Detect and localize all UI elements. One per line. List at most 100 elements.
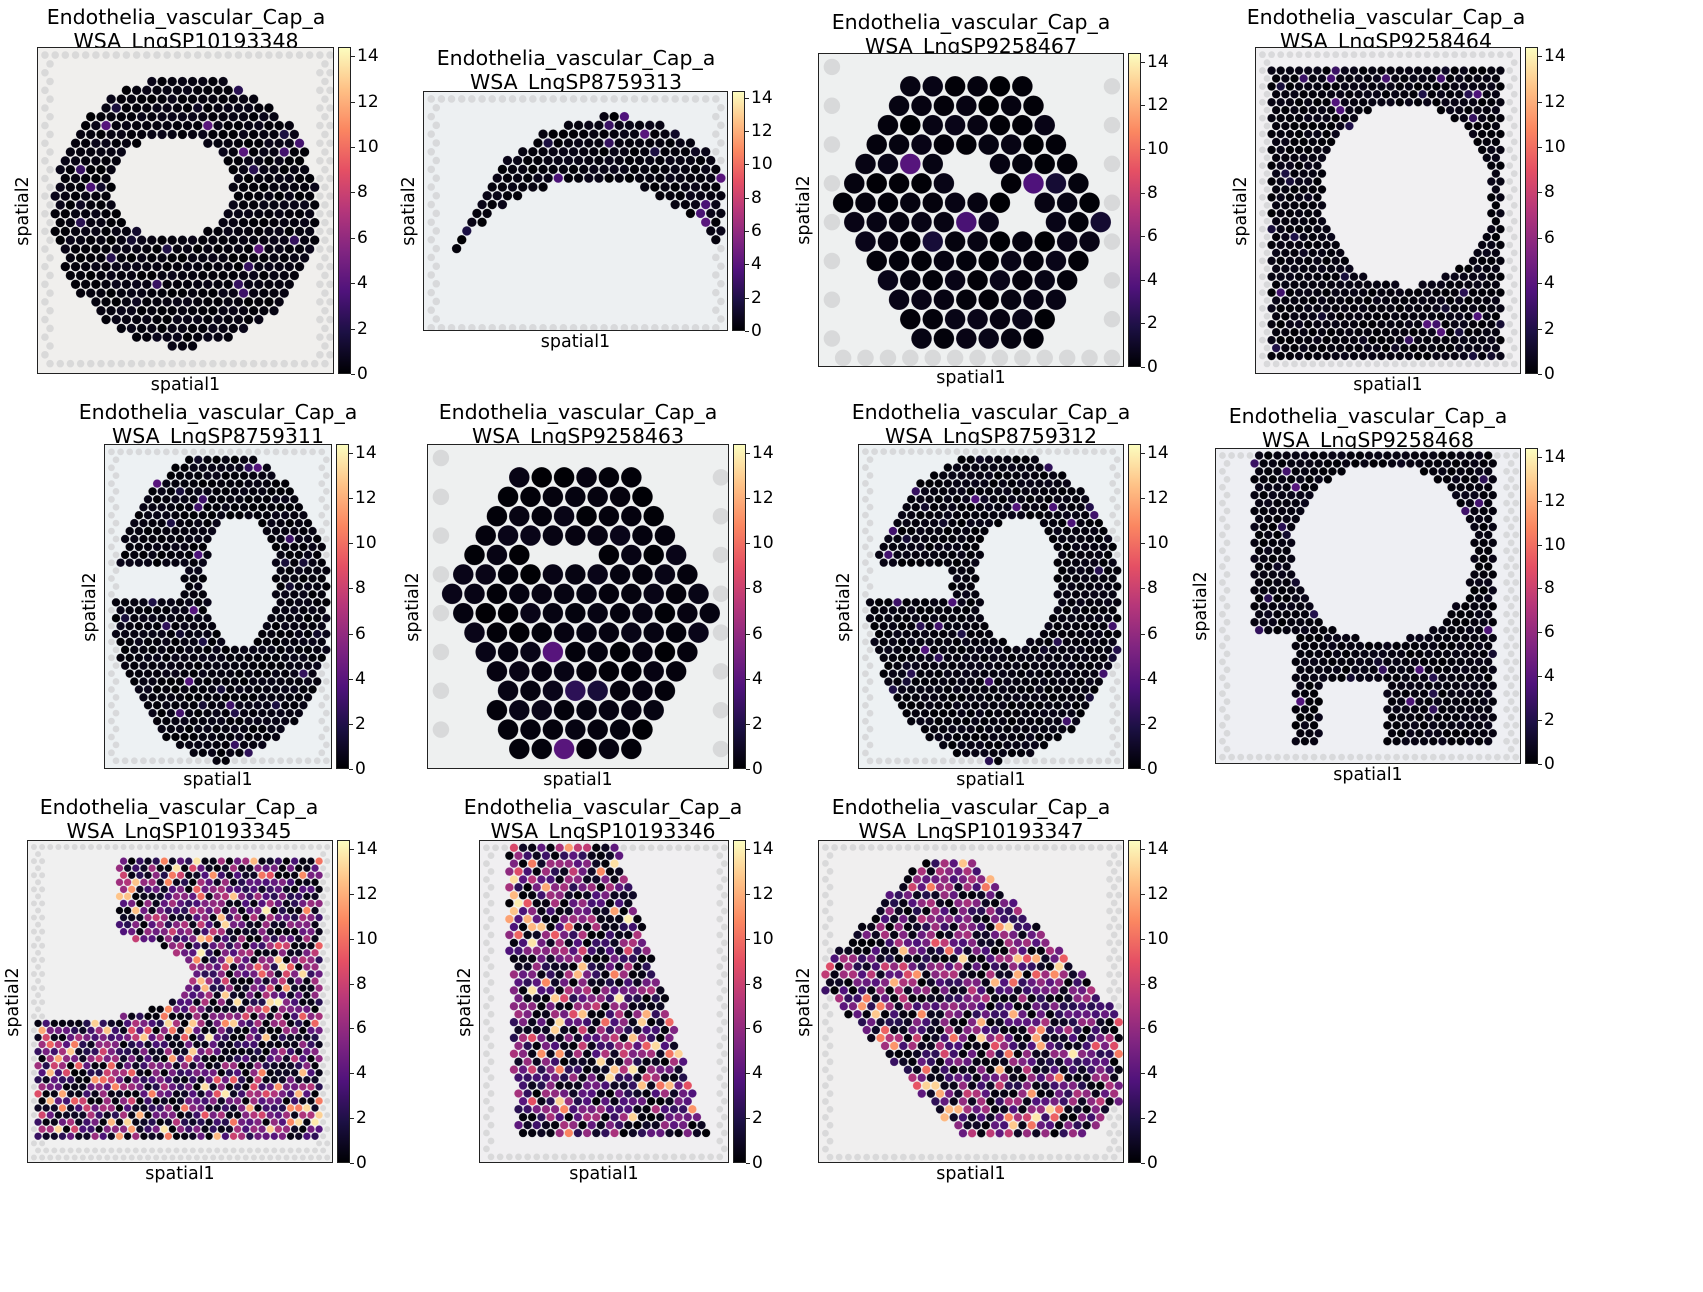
data-spot — [262, 637, 272, 647]
background-spot — [1103, 272, 1121, 289]
data-spot — [193, 661, 203, 671]
background-spot — [112, 503, 120, 511]
data-spot — [1317, 200, 1327, 210]
data-spot — [1491, 153, 1501, 163]
data-spot — [1272, 530, 1283, 540]
data-spot — [225, 913, 234, 922]
data-spot — [161, 700, 171, 710]
data-spot — [172, 332, 183, 343]
background-spot — [427, 235, 435, 244]
data-spot — [126, 288, 137, 299]
data-spot — [148, 676, 158, 687]
data-spot — [1440, 97, 1451, 107]
data-spot — [1271, 216, 1281, 226]
data-spot — [1280, 248, 1290, 258]
data-spot — [1465, 657, 1475, 667]
data-spot — [276, 550, 286, 560]
background-spot — [1512, 515, 1520, 523]
data-spot — [172, 1019, 181, 1028]
data-spot — [575, 583, 598, 605]
data-spot — [538, 164, 549, 175]
data-spot — [131, 226, 142, 237]
data-spot — [1272, 577, 1283, 588]
background-spot — [712, 148, 720, 156]
background-spot — [1507, 571, 1515, 578]
colorbar-tick-label: 0 — [752, 759, 763, 779]
data-spot — [276, 613, 286, 623]
data-spot — [1071, 526, 1081, 536]
data-spot — [922, 192, 944, 214]
data-spot — [1294, 129, 1304, 139]
background-spot — [862, 575, 869, 582]
background-spot — [46, 165, 54, 174]
data-spot — [198, 653, 208, 663]
background-spot — [108, 511, 115, 519]
background-spot — [1259, 130, 1266, 138]
data-spot — [123, 1019, 132, 1028]
data-spot — [1066, 534, 1077, 544]
data-spot — [659, 181, 671, 193]
data-spot — [192, 279, 203, 290]
background-spot — [322, 741, 330, 749]
data-spot — [1007, 748, 1017, 758]
data-spot — [1488, 522, 1498, 532]
background-spot — [1503, 547, 1510, 555]
data-spot — [705, 208, 716, 219]
data-spot — [558, 129, 569, 140]
data-spot — [80, 155, 91, 166]
background-spot — [1507, 602, 1515, 610]
data-spot — [690, 146, 701, 157]
data-spot — [975, 692, 985, 703]
data-spot — [1112, 581, 1122, 592]
data-spot — [188, 1019, 197, 1028]
colorbar-tick-label: 12 — [1147, 488, 1169, 509]
data-spot — [1428, 720, 1438, 730]
data-spot — [139, 878, 149, 887]
data-spot — [253, 102, 264, 114]
data-spot — [161, 621, 171, 631]
data-spot — [1053, 669, 1063, 679]
data-spot — [588, 164, 599, 175]
data-spot — [578, 129, 589, 140]
data-spot — [1076, 486, 1086, 496]
data-spot — [1318, 641, 1328, 651]
data-spot — [262, 716, 272, 726]
data-spot — [1312, 256, 1323, 266]
data-spot — [1295, 601, 1305, 611]
background-spot — [1318, 360, 1326, 368]
data-spot — [1422, 335, 1432, 345]
background-spot — [112, 519, 120, 527]
data-spot — [593, 155, 604, 166]
data-spot — [262, 732, 272, 742]
data-spot — [280, 716, 290, 726]
data-spot — [205, 991, 214, 1000]
data-spot — [1491, 121, 1501, 131]
data-spot — [279, 146, 290, 158]
data-spot — [1387, 728, 1397, 738]
data-spot — [1294, 272, 1304, 282]
background-spot — [1378, 51, 1385, 59]
data-spot — [90, 191, 101, 202]
data-spot — [1358, 303, 1368, 313]
background-spot — [320, 1020, 327, 1027]
colorbar-tick-label: 6 — [1544, 622, 1555, 643]
background-spot — [1448, 753, 1455, 761]
data-spot — [888, 637, 898, 647]
data-spot — [1465, 450, 1475, 461]
data-spot — [1367, 351, 1377, 361]
data-spot — [290, 927, 299, 936]
data-spot — [1468, 272, 1478, 282]
data-spot — [253, 1019, 263, 1028]
background-spot — [823, 97, 841, 115]
background-spot — [1036, 349, 1053, 366]
data-spot — [1053, 542, 1063, 552]
data-spot — [1428, 704, 1438, 714]
colorbar-tick-mark — [1141, 323, 1145, 325]
data-spot — [268, 235, 280, 246]
data-spot — [966, 692, 976, 703]
data-spot — [95, 199, 107, 211]
data-spot — [1263, 577, 1273, 588]
data-spot — [1482, 121, 1492, 131]
data-spot — [306, 969, 316, 979]
background-spot — [1109, 511, 1117, 519]
